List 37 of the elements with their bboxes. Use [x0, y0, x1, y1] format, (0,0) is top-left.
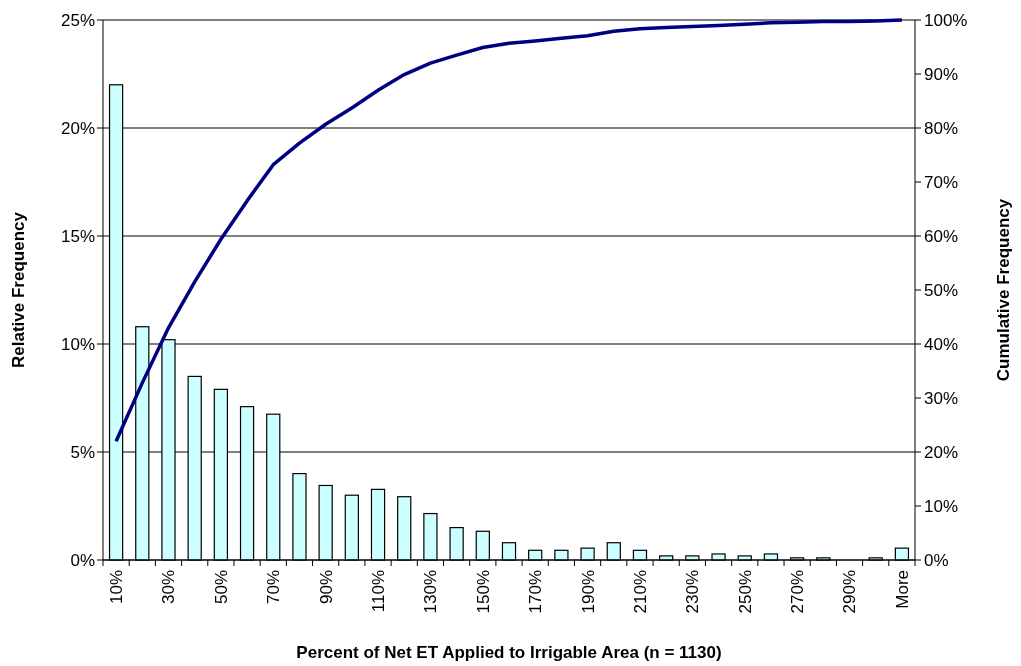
x-tick-label: More: [892, 570, 912, 609]
y2-axis-title: Cumulative Frequency: [994, 198, 1013, 382]
x-tick-label: 30%: [159, 570, 179, 605]
y-tick-label: 10%: [60, 334, 95, 354]
y2-tick-label: 60%: [924, 226, 959, 246]
y2-tick-label: 90%: [924, 64, 959, 84]
y2-tick-label: 0%: [924, 550, 949, 570]
x-tick-label: 210%: [630, 570, 650, 614]
line-series: [114, 18, 904, 443]
y-tick-label: 5%: [70, 442, 95, 462]
x-tick-label: 50%: [211, 570, 231, 605]
x-tick-label: 110%: [368, 570, 388, 613]
y2-tick-label: 50%: [924, 280, 959, 300]
y-tick-label: 20%: [60, 118, 95, 138]
x-tick-label: 90%: [316, 570, 336, 605]
y-tick-label: 25%: [60, 10, 95, 30]
x-tick-label: 190%: [578, 570, 598, 614]
y2-tick-label: 40%: [924, 334, 959, 354]
x-tick-label: 290%: [840, 570, 860, 614]
y2-tick-label: 10%: [924, 496, 959, 516]
y2-tick-label: 70%: [924, 172, 959, 192]
y2-tick-label: 100%: [924, 10, 968, 30]
y2-tick-label: 80%: [924, 118, 959, 138]
x-tick-label: 150%: [473, 570, 493, 614]
x-axis-title: Percent of Net ET Applied to Irrigable Area (n = 1130): [296, 643, 722, 662]
x-tick-label: 130%: [421, 570, 441, 614]
y-tick-label: 0%: [70, 550, 95, 570]
x-tick-label: 170%: [526, 570, 546, 614]
x-tick-label: 270%: [788, 570, 808, 614]
x-tick-label: 70%: [264, 570, 284, 605]
x-tick-label: 10%: [107, 570, 127, 605]
x-tick-label: 250%: [735, 570, 755, 614]
y2-tick-label: 20%: [924, 442, 959, 462]
x-tick-label: 230%: [683, 570, 703, 614]
y-tick-label: 15%: [60, 226, 95, 246]
y2-tick-label: 30%: [924, 388, 959, 408]
y-axis-title: Relative Frequency: [9, 211, 28, 368]
